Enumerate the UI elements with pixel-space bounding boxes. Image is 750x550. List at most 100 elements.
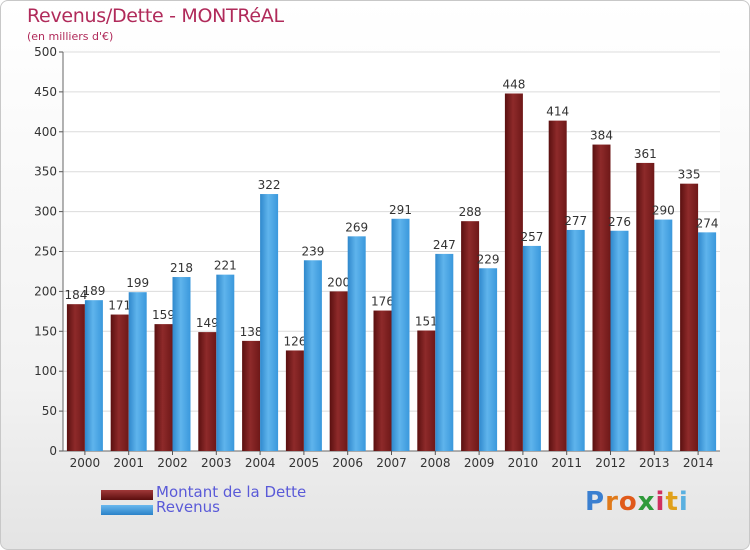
bar-value-label-revenue: 291 [389, 203, 412, 217]
bar-revenue [566, 229, 585, 451]
legend-label-debt: Montant de la Dette [156, 483, 307, 501]
legend-swatch-debt [101, 490, 153, 500]
bar-debt [285, 350, 304, 451]
bar-revenue [435, 253, 454, 451]
x-tick-label: 2009 [464, 456, 495, 470]
logo-letter: x [637, 487, 656, 517]
x-tick-label: 2012 [595, 456, 626, 470]
bar-revenue [654, 219, 673, 451]
x-tick-label: 2011 [551, 456, 582, 470]
logo-letter: o [618, 487, 638, 517]
logo-letter: t [665, 487, 679, 517]
x-tick-label: 2003 [201, 456, 232, 470]
chart-title: Revenus/Dette - MONTRéAL [27, 5, 284, 27]
bar-value-label-debt: 176 [371, 295, 394, 309]
bar-value-label-revenue: 290 [652, 204, 675, 218]
y-tick-label: 500 [34, 45, 57, 59]
x-tick-label: 2004 [245, 456, 276, 470]
bar-value-label-debt: 184 [64, 288, 87, 302]
proxiti-logo: Proxiti [585, 487, 689, 517]
x-tick-label: 2005 [289, 456, 320, 470]
logo-letter: i [655, 487, 666, 517]
bar-value-label-revenue: 276 [608, 215, 631, 229]
bar-revenue [128, 292, 147, 451]
bar-debt [110, 314, 129, 451]
y-tick-label: 400 [34, 125, 57, 139]
bar-debt [373, 310, 392, 451]
bar-value-label-revenue: 189 [82, 284, 105, 298]
bar-value-label-debt: 159 [152, 308, 175, 322]
y-tick-label: 0 [49, 444, 57, 458]
bar-debt [636, 162, 655, 451]
bar-revenue [172, 277, 191, 451]
bar-value-label-revenue: 274 [696, 216, 719, 230]
bar-value-label-revenue: 221 [214, 259, 237, 273]
bar-debt [66, 304, 85, 451]
bar-value-label-debt: 288 [459, 205, 482, 219]
bar-value-label-debt: 335 [678, 168, 701, 182]
bar-value-label-revenue: 239 [301, 244, 324, 258]
x-tick-label: 2002 [157, 456, 188, 470]
logo-letter: P [585, 487, 606, 517]
x-tick-label: 2001 [113, 456, 144, 470]
bar-debt [154, 324, 173, 451]
y-tick-label: 250 [34, 245, 57, 259]
bar-revenue [347, 236, 366, 451]
bar-value-label-revenue: 277 [564, 214, 587, 228]
x-tick-label: 2008 [420, 456, 451, 470]
bar-value-label-revenue: 229 [477, 252, 500, 266]
bar-value-label-debt: 384 [590, 129, 613, 143]
y-tick-label: 100 [34, 364, 57, 378]
bar-value-label-debt: 448 [502, 77, 525, 91]
bar-debt [592, 144, 611, 451]
bar-value-label-debt: 414 [546, 105, 569, 119]
bar-value-label-revenue: 269 [345, 220, 368, 234]
bar-value-label-debt: 149 [196, 316, 219, 330]
bar-revenue [303, 260, 322, 451]
bar-value-label-debt: 200 [327, 275, 350, 289]
bar-value-label-revenue: 257 [520, 230, 543, 244]
x-tick-label: 2014 [683, 456, 714, 470]
bar-revenue [522, 245, 541, 451]
y-tick-label: 300 [34, 205, 57, 219]
bar-debt [417, 330, 436, 451]
bar-revenue [84, 300, 103, 451]
bar-value-label-revenue: 247 [433, 238, 456, 252]
bar-debt [504, 93, 523, 451]
bar-revenue [479, 268, 498, 451]
bar-value-label-debt: 138 [240, 325, 263, 339]
x-tick-label: 2007 [376, 456, 407, 470]
bar-value-label-revenue: 199 [126, 276, 149, 290]
x-tick-label: 2010 [508, 456, 539, 470]
bar-revenue [610, 230, 629, 451]
x-tick-label: 2006 [332, 456, 363, 470]
bar-value-label-debt: 126 [283, 334, 306, 348]
logo-letter: i [678, 487, 689, 517]
y-tick-label: 50 [42, 404, 57, 418]
y-tick-label: 350 [34, 165, 57, 179]
bar-value-label-debt: 151 [415, 315, 438, 329]
logo-letter: r [605, 487, 619, 517]
y-tick-label: 450 [34, 85, 57, 99]
bar-debt [198, 332, 217, 451]
bar-debt [329, 291, 348, 451]
bar-value-label-revenue: 218 [170, 261, 193, 275]
x-tick-label: 2000 [70, 456, 101, 470]
bar-value-label-debt: 171 [108, 299, 131, 313]
bar-value-label-debt: 361 [634, 147, 657, 161]
legend-label-revenue: Revenus [156, 498, 220, 516]
bar-revenue [216, 274, 235, 451]
bar-debt [548, 120, 567, 452]
chart-subtitle: (en milliers d'€) [27, 30, 114, 43]
x-tick-label: 2013 [639, 456, 670, 470]
y-tick-label: 150 [34, 324, 57, 338]
legend-swatch-revenue [101, 505, 153, 515]
bar-revenue [698, 232, 717, 451]
bar-debt [461, 221, 480, 451]
y-tick-label: 200 [34, 284, 57, 298]
bar-debt [680, 183, 699, 452]
bar-value-label-revenue: 322 [258, 178, 281, 192]
bar-revenue [391, 218, 410, 451]
